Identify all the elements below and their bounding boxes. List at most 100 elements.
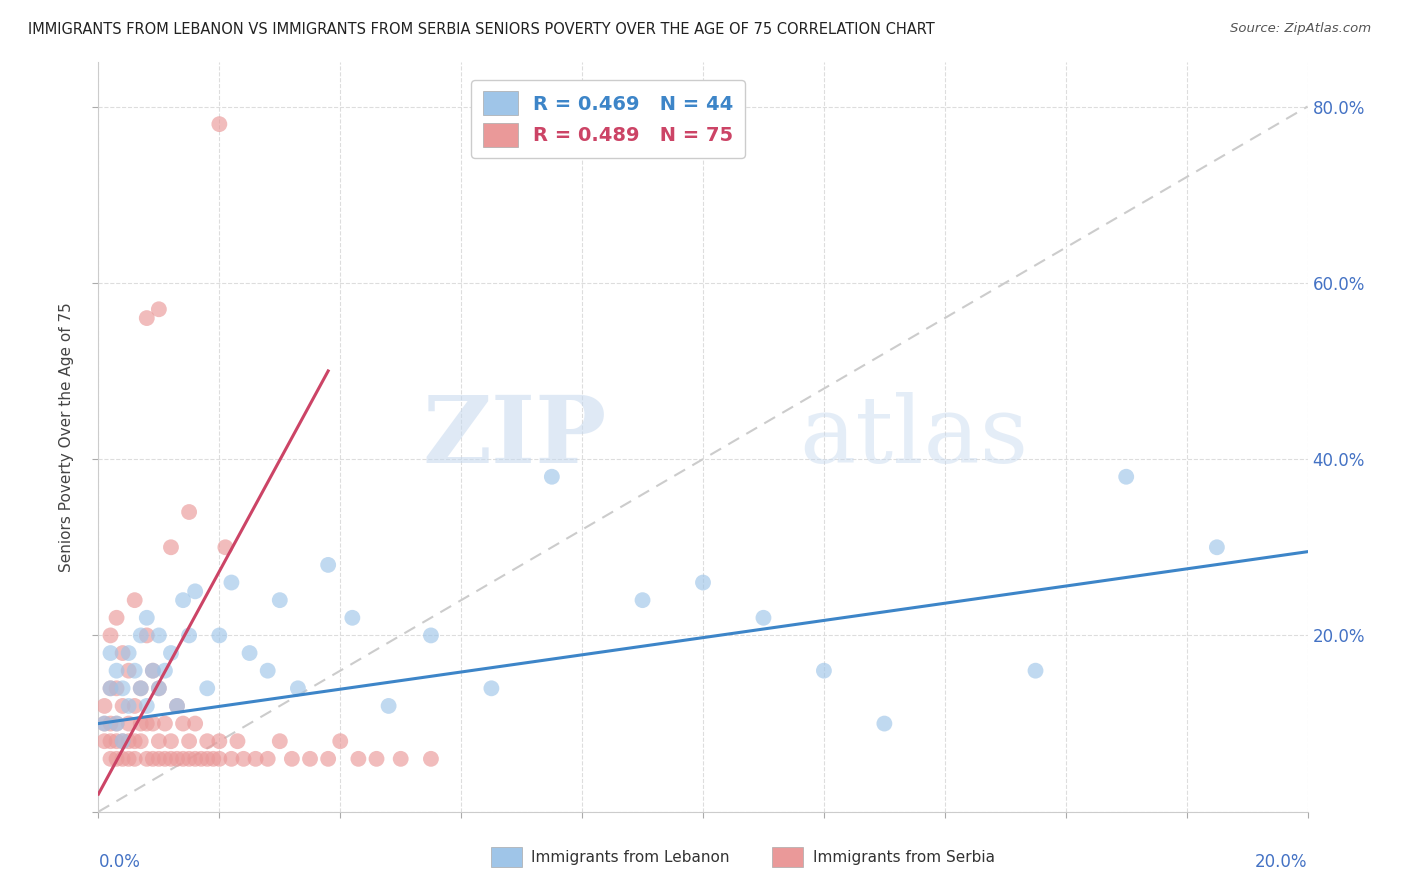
Point <box>813 664 835 678</box>
Point <box>316 752 339 766</box>
Point <box>281 752 304 766</box>
Point <box>172 716 194 731</box>
Point <box>160 541 183 555</box>
Point <box>256 752 278 766</box>
Text: IMMIGRANTS FROM LEBANON VS IMMIGRANTS FROM SERBIA SENIORS POVERTY OVER THE AGE O: IMMIGRANTS FROM LEBANON VS IMMIGRANTS FR… <box>28 22 935 37</box>
Point <box>135 698 157 713</box>
Point <box>148 681 170 696</box>
Text: ZIP: ZIP <box>422 392 606 482</box>
Point <box>129 628 152 642</box>
Point <box>100 681 122 696</box>
Point <box>481 681 503 696</box>
Point <box>93 698 115 713</box>
Text: 0.0%: 0.0% <box>98 853 141 871</box>
Point <box>377 698 399 713</box>
Point <box>105 734 128 748</box>
Point <box>160 646 183 660</box>
Point <box>148 734 170 748</box>
Point <box>256 664 278 678</box>
Point <box>118 698 141 713</box>
Point <box>172 752 194 766</box>
Point <box>195 681 218 696</box>
Point <box>1024 664 1046 678</box>
Point <box>124 698 146 713</box>
Point <box>631 593 654 607</box>
Point <box>160 734 183 748</box>
Point <box>208 628 231 642</box>
Point <box>214 541 236 555</box>
Point <box>105 611 128 625</box>
Point <box>153 752 176 766</box>
Point <box>142 752 165 766</box>
Point <box>100 681 122 696</box>
Point <box>124 734 146 748</box>
Point <box>329 734 352 748</box>
Point <box>118 646 141 660</box>
Point <box>129 681 152 696</box>
Point <box>93 716 115 731</box>
Y-axis label: Seniors Poverty Over the Age of 75: Seniors Poverty Over the Age of 75 <box>59 302 75 572</box>
Point <box>347 752 370 766</box>
Point <box>221 752 243 766</box>
Point <box>342 611 364 625</box>
Point <box>129 734 152 748</box>
Point <box>245 752 267 766</box>
Point <box>269 734 291 748</box>
Point <box>873 716 896 731</box>
Point <box>179 734 201 748</box>
Point <box>118 664 141 678</box>
Point <box>111 752 134 766</box>
Point <box>111 734 134 748</box>
Point <box>111 646 134 660</box>
Point <box>148 302 170 317</box>
Point <box>111 681 134 696</box>
Point <box>105 664 128 678</box>
Point <box>226 734 249 748</box>
Point <box>752 611 775 625</box>
Point <box>366 752 388 766</box>
Point <box>118 716 141 731</box>
Point <box>239 646 262 660</box>
Point <box>142 664 165 678</box>
Point <box>287 681 309 696</box>
Point <box>1206 541 1229 555</box>
Point <box>202 752 225 766</box>
Text: atlas: atlas <box>800 392 1029 482</box>
Point <box>420 752 443 766</box>
Text: 20.0%: 20.0% <box>1256 853 1308 871</box>
Point <box>111 734 134 748</box>
Text: Immigrants from Serbia: Immigrants from Serbia <box>813 850 994 864</box>
Point <box>111 698 134 713</box>
Point <box>135 716 157 731</box>
Point <box>124 664 146 678</box>
Point <box>135 752 157 766</box>
Point <box>135 611 157 625</box>
Point <box>142 716 165 731</box>
Point <box>208 117 231 131</box>
Point <box>208 734 231 748</box>
Point <box>100 752 122 766</box>
Point <box>135 311 157 326</box>
Point <box>540 469 562 483</box>
Point <box>148 752 170 766</box>
Point <box>166 698 188 713</box>
Point <box>269 593 291 607</box>
Point <box>105 716 128 731</box>
Point <box>148 681 170 696</box>
Legend: R = 0.469   N = 44, R = 0.489   N = 75: R = 0.469 N = 44, R = 0.489 N = 75 <box>471 79 745 158</box>
Point <box>129 681 152 696</box>
Point <box>105 752 128 766</box>
Point <box>692 575 714 590</box>
Point <box>1115 469 1137 483</box>
Point <box>93 734 115 748</box>
Point <box>129 716 152 731</box>
Point <box>389 752 412 766</box>
Point <box>124 752 146 766</box>
Point <box>166 698 188 713</box>
Point <box>179 628 201 642</box>
Point <box>148 628 170 642</box>
Point <box>93 716 115 731</box>
Point <box>208 752 231 766</box>
Text: Immigrants from Lebanon: Immigrants from Lebanon <box>531 850 730 864</box>
Point <box>179 505 201 519</box>
